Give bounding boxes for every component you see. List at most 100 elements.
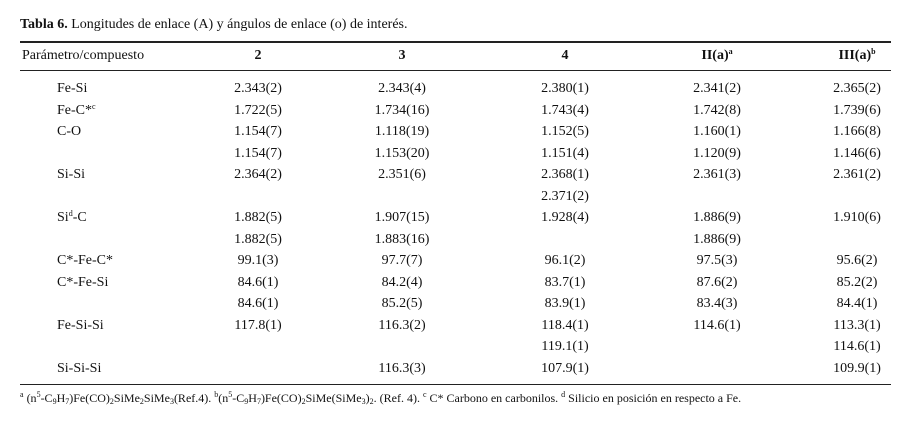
superscript: a (20, 390, 24, 399)
table-cell: 99.1(3) (237, 253, 279, 268)
subscript: 2 (369, 397, 374, 406)
column-header: III(a)b (838, 47, 875, 65)
subscript: 9 (52, 397, 57, 406)
table-cell: 114.6(1) (833, 339, 881, 354)
text: . (Ref. 4). (373, 391, 423, 405)
text: Fe-Si (57, 81, 88, 96)
text: )Fe(CO) (69, 391, 110, 405)
superscript: a (728, 47, 733, 56)
table-cell: 1.153(20) (374, 145, 430, 161)
table-cell: 116.3(2) (378, 317, 426, 333)
text: C-O (57, 124, 82, 139)
column-header: II(a)a (701, 47, 732, 65)
table-cell: 2.361(3) (693, 167, 741, 182)
parameter: Sid-C (57, 209, 87, 227)
superscript: c (92, 101, 96, 111)
text: (n (218, 391, 229, 405)
table-cell: 116.3(3) (378, 360, 426, 376)
table-cell: 2.343(4) (378, 81, 426, 96)
table-cell: 97.7(7) (381, 253, 423, 268)
text: II(a) (701, 48, 729, 63)
column-header: 2 (255, 47, 262, 65)
text: Fe-C* (57, 102, 92, 118)
header-rule (20, 70, 891, 71)
text: 3 (398, 48, 406, 63)
text: C*-Fe-C* (57, 253, 113, 268)
table-cell: 2.343(2) (234, 81, 282, 96)
parameter: Fe-Si-Si (57, 317, 104, 335)
table-cell: 1.882(5) (234, 210, 282, 225)
table-cell: 1.118(19) (374, 124, 430, 139)
table-cell: 1.739(6) (833, 102, 881, 118)
text: C* Carbono en carbonilos. (426, 391, 562, 405)
text: SiMe(SiMe (305, 391, 362, 405)
table-cell: 2.351(6) (378, 167, 426, 182)
superscript: b (871, 47, 876, 56)
text: C*-Fe-Si (57, 274, 109, 290)
table-cell: 119.1(1) (541, 339, 589, 354)
table-cell: 85.2(2) (836, 274, 878, 290)
superscript: d (68, 209, 73, 218)
text: -C (232, 391, 245, 405)
table-cell: 87.6(2) (696, 274, 738, 290)
subscript: 3 (169, 397, 174, 406)
parameter: Fe-C*c (57, 102, 96, 120)
table-cell: 84.6(1) (237, 296, 279, 311)
table-cell: 1.886(9) (693, 210, 741, 225)
table-cell: 109.9(1) (833, 360, 881, 376)
text: Silicio en posición en respecto a Fe. (565, 391, 742, 405)
superscript: c (422, 390, 427, 399)
text: ) (365, 391, 370, 405)
table-cell: 1.742(8) (693, 102, 741, 118)
superscript: 5 (228, 390, 233, 399)
table-cell: 2.341(2) (693, 81, 741, 96)
table-cell: 1.734(16) (374, 102, 430, 118)
table-cell: 117.8(1) (234, 317, 282, 333)
superscript: d (561, 390, 566, 399)
table-cell: 2.368(1) (541, 167, 589, 182)
table-cell: 1.886(9) (693, 231, 741, 247)
table-cell: 1.166(8) (833, 124, 881, 139)
table-cell: 1.154(7) (234, 124, 282, 139)
table-cell: 2.380(1) (541, 81, 589, 96)
text: SiMe (113, 391, 140, 405)
table-cell: 84.4(1) (836, 296, 878, 311)
parameter: C*-Fe-Si (57, 274, 108, 292)
table-cell: 1.907(15) (374, 210, 430, 225)
text: H (56, 391, 66, 405)
subscript: 7 (65, 397, 70, 406)
table-footnote: a (n5-C9H7)Fe(CO)2SiMe2SiMe3(Ref.4). b(n… (20, 389, 741, 407)
text: Si (57, 210, 69, 225)
subscript: 3 (361, 397, 366, 406)
table-cell: 1.882(5) (234, 231, 282, 247)
table-cell: 107.9(1) (541, 360, 589, 376)
text: Fe-Si-Si (57, 317, 104, 333)
text: SiMe (143, 391, 170, 405)
superscript: 5 (36, 390, 41, 399)
table-cell: 83.7(1) (544, 274, 586, 290)
subscript: 2 (109, 397, 114, 406)
superscript: b (214, 390, 219, 399)
table-cell: 1.146(6) (833, 145, 881, 161)
subscript: 7 (256, 397, 261, 406)
table-cell: 83.9(1) (544, 296, 586, 311)
parameter: Si-Si-Si (57, 360, 101, 378)
table-cell: 2.361(2) (833, 167, 881, 182)
subscript: 2 (139, 397, 144, 406)
table-cell: 1.722(5) (234, 102, 282, 118)
column-header: Parámetro/compuesto (22, 47, 144, 65)
text: -C (40, 391, 53, 405)
table-cell: 84.6(1) (237, 274, 279, 290)
table-cell: 85.2(5) (381, 296, 423, 311)
column-header: 4 (562, 47, 569, 65)
text: Si-Si-Si (57, 360, 102, 376)
parameter: Fe-Si (57, 80, 87, 98)
text: )Fe(CO) (260, 391, 302, 405)
text: 2 (254, 48, 262, 63)
text: (n (23, 391, 37, 405)
text: Parámetro/compuesto (22, 48, 145, 63)
caption-label: Tabla 6. (20, 17, 68, 32)
column-header: 3 (399, 47, 406, 65)
table-cell: 1.883(16) (374, 231, 430, 247)
